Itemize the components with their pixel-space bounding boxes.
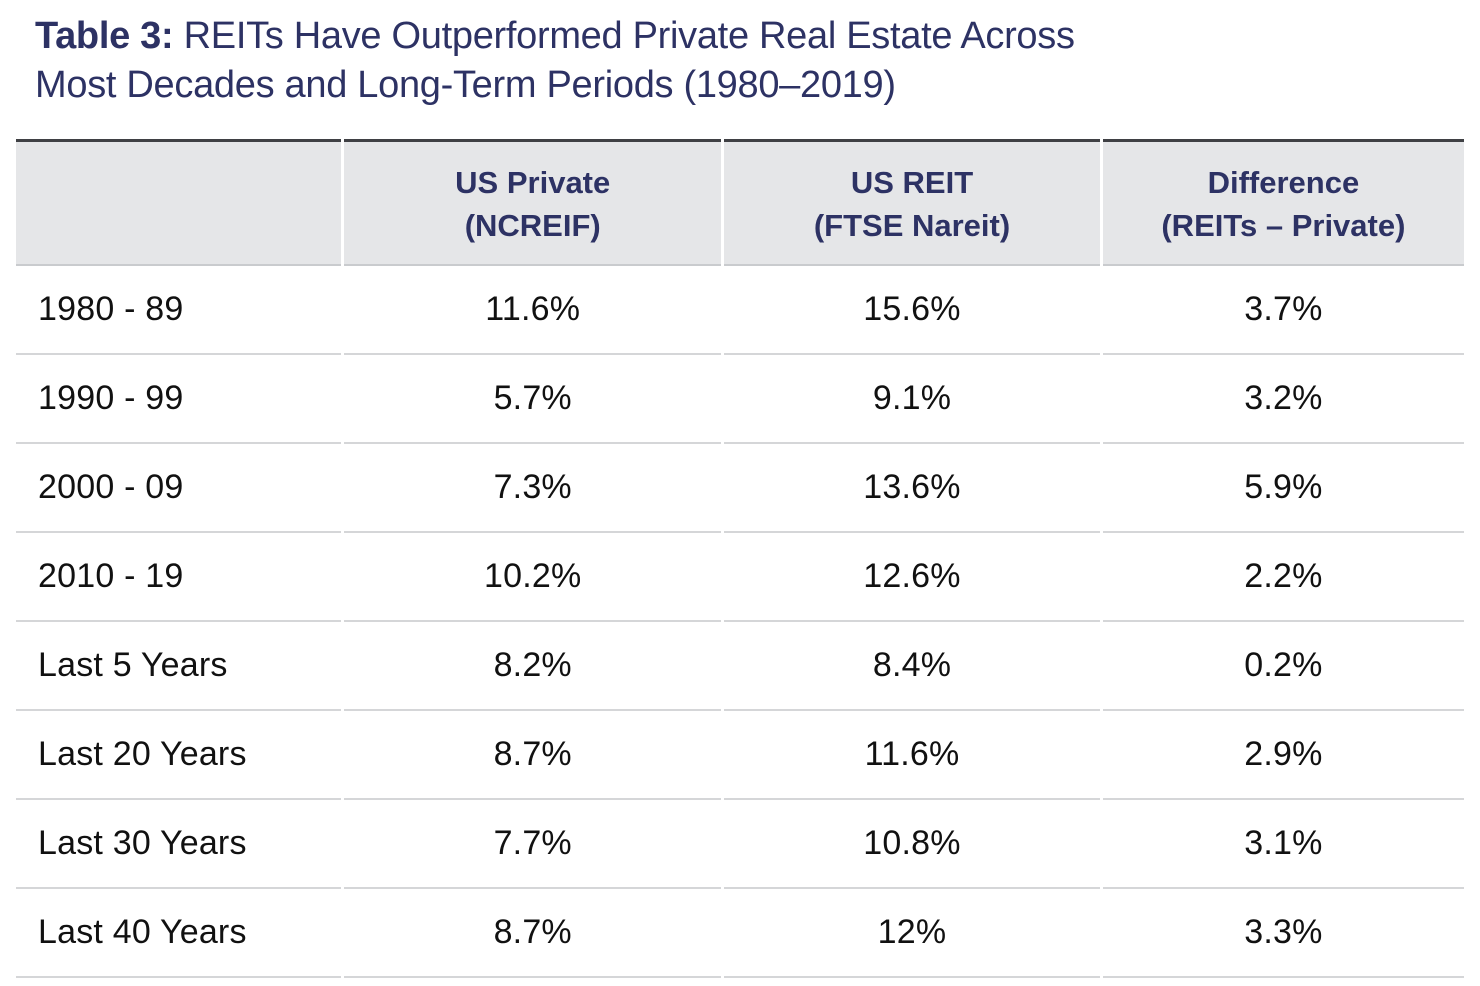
header-cell-difference: Difference (REITs – Private) <box>1102 139 1464 266</box>
header-us-reit-line2: (FTSE Nareit) <box>813 208 1011 243</box>
private-value-cell: 8.2% <box>344 620 722 709</box>
table-row: Last 5 Years 8.2% 8.4% 0.2% <box>16 620 1464 709</box>
table-row: Last 40 Years 8.7% 12% 3.3% <box>16 887 1464 978</box>
period-cell: 1990 - 99 <box>16 353 342 442</box>
private-value-cell: 7.3% <box>344 442 722 531</box>
reit-value-cell: 12.6% <box>724 531 1100 620</box>
period-cell: 2000 - 09 <box>16 442 342 531</box>
table-row: Last 20 Years 8.7% 11.6% 2.9% <box>16 709 1464 798</box>
private-value-cell: 8.7% <box>344 709 722 798</box>
private-value-cell: 5.7% <box>344 353 722 442</box>
table-title-line1: Table 3: REITs Have Outperformed Private… <box>35 12 1075 61</box>
table-body: 1980 - 89 11.6% 15.6% 3.7% 1990 - 99 5.7… <box>16 266 1464 978</box>
private-value-cell: 10.2% <box>344 531 722 620</box>
table-row: Last 30 Years 7.7% 10.8% 3.1% <box>16 798 1464 887</box>
header-difference-line1: Difference <box>1207 165 1360 200</box>
table-row: 1980 - 89 11.6% 15.6% 3.7% <box>16 266 1464 353</box>
difference-value-cell: 2.9% <box>1102 709 1464 798</box>
private-value-cell: 7.7% <box>344 798 722 887</box>
period-cell: Last 5 Years <box>16 620 342 709</box>
table-title: Table 3: REITs Have Outperformed Private… <box>35 12 1075 110</box>
header-us-private-line2: (NCREIF) <box>464 208 601 243</box>
reit-value-cell: 15.6% <box>863 290 961 328</box>
header-cell-us-reit: US REIT (FTSE Nareit) <box>724 139 1100 266</box>
period-cell: 1980 - 89 <box>38 290 184 328</box>
table-header: US Private (NCREIF) US REIT (FTSE Nareit… <box>16 139 1464 266</box>
difference-value-cell: 3.3% <box>1102 887 1464 978</box>
difference-value-cell: 5.9% <box>1102 442 1464 531</box>
reit-value-cell: 10.8% <box>724 798 1100 887</box>
table-row: 2010 - 19 10.2% 12.6% 2.2% <box>16 531 1464 620</box>
header-cell-us-private: US Private (NCREIF) <box>344 139 722 266</box>
private-value-cell: 8.7% <box>344 887 722 978</box>
difference-value-cell: 3.1% <box>1102 798 1464 887</box>
table-title-line2: Most Decades and Long-Term Periods (1980… <box>35 64 896 106</box>
difference-value-cell: 0.2% <box>1102 620 1464 709</box>
difference-value-cell: 3.2% <box>1102 353 1464 442</box>
table-title-prefix: Table 3: <box>35 15 174 57</box>
header-row: US Private (NCREIF) US REIT (FTSE Nareit… <box>16 139 1464 266</box>
period-cell: Last 20 Years <box>16 709 342 798</box>
table-row: 1990 - 99 5.7% 9.1% 3.2% <box>16 353 1464 442</box>
period-cell: Last 30 Years <box>16 798 342 887</box>
header-difference-line2: (REITs – Private) <box>1161 208 1406 243</box>
reit-value-cell: 12% <box>724 887 1100 978</box>
reit-value-cell: 8.4% <box>724 620 1100 709</box>
private-value-cell: 11.6% <box>485 290 581 328</box>
header-us-reit-line1: US REIT <box>850 165 974 200</box>
period-cell: Last 40 Years <box>16 887 342 978</box>
reit-value-cell: 13.6% <box>724 442 1100 531</box>
performance-table: US Private (NCREIF) US REIT (FTSE Nareit… <box>13 139 1467 978</box>
header-cell-period <box>16 139 342 266</box>
table-row: 2000 - 09 7.3% 13.6% 5.9% <box>16 442 1464 531</box>
period-cell: 2010 - 19 <box>16 531 342 620</box>
difference-value-cell: 3.7% <box>1244 290 1323 328</box>
table-title-line1-text: REITs Have Outperformed Private Real Est… <box>183 15 1075 57</box>
difference-value-cell: 2.2% <box>1102 531 1464 620</box>
reit-value-cell: 9.1% <box>724 353 1100 442</box>
header-us-private-line1: US Private <box>455 165 611 200</box>
reit-value-cell: 11.6% <box>724 709 1100 798</box>
